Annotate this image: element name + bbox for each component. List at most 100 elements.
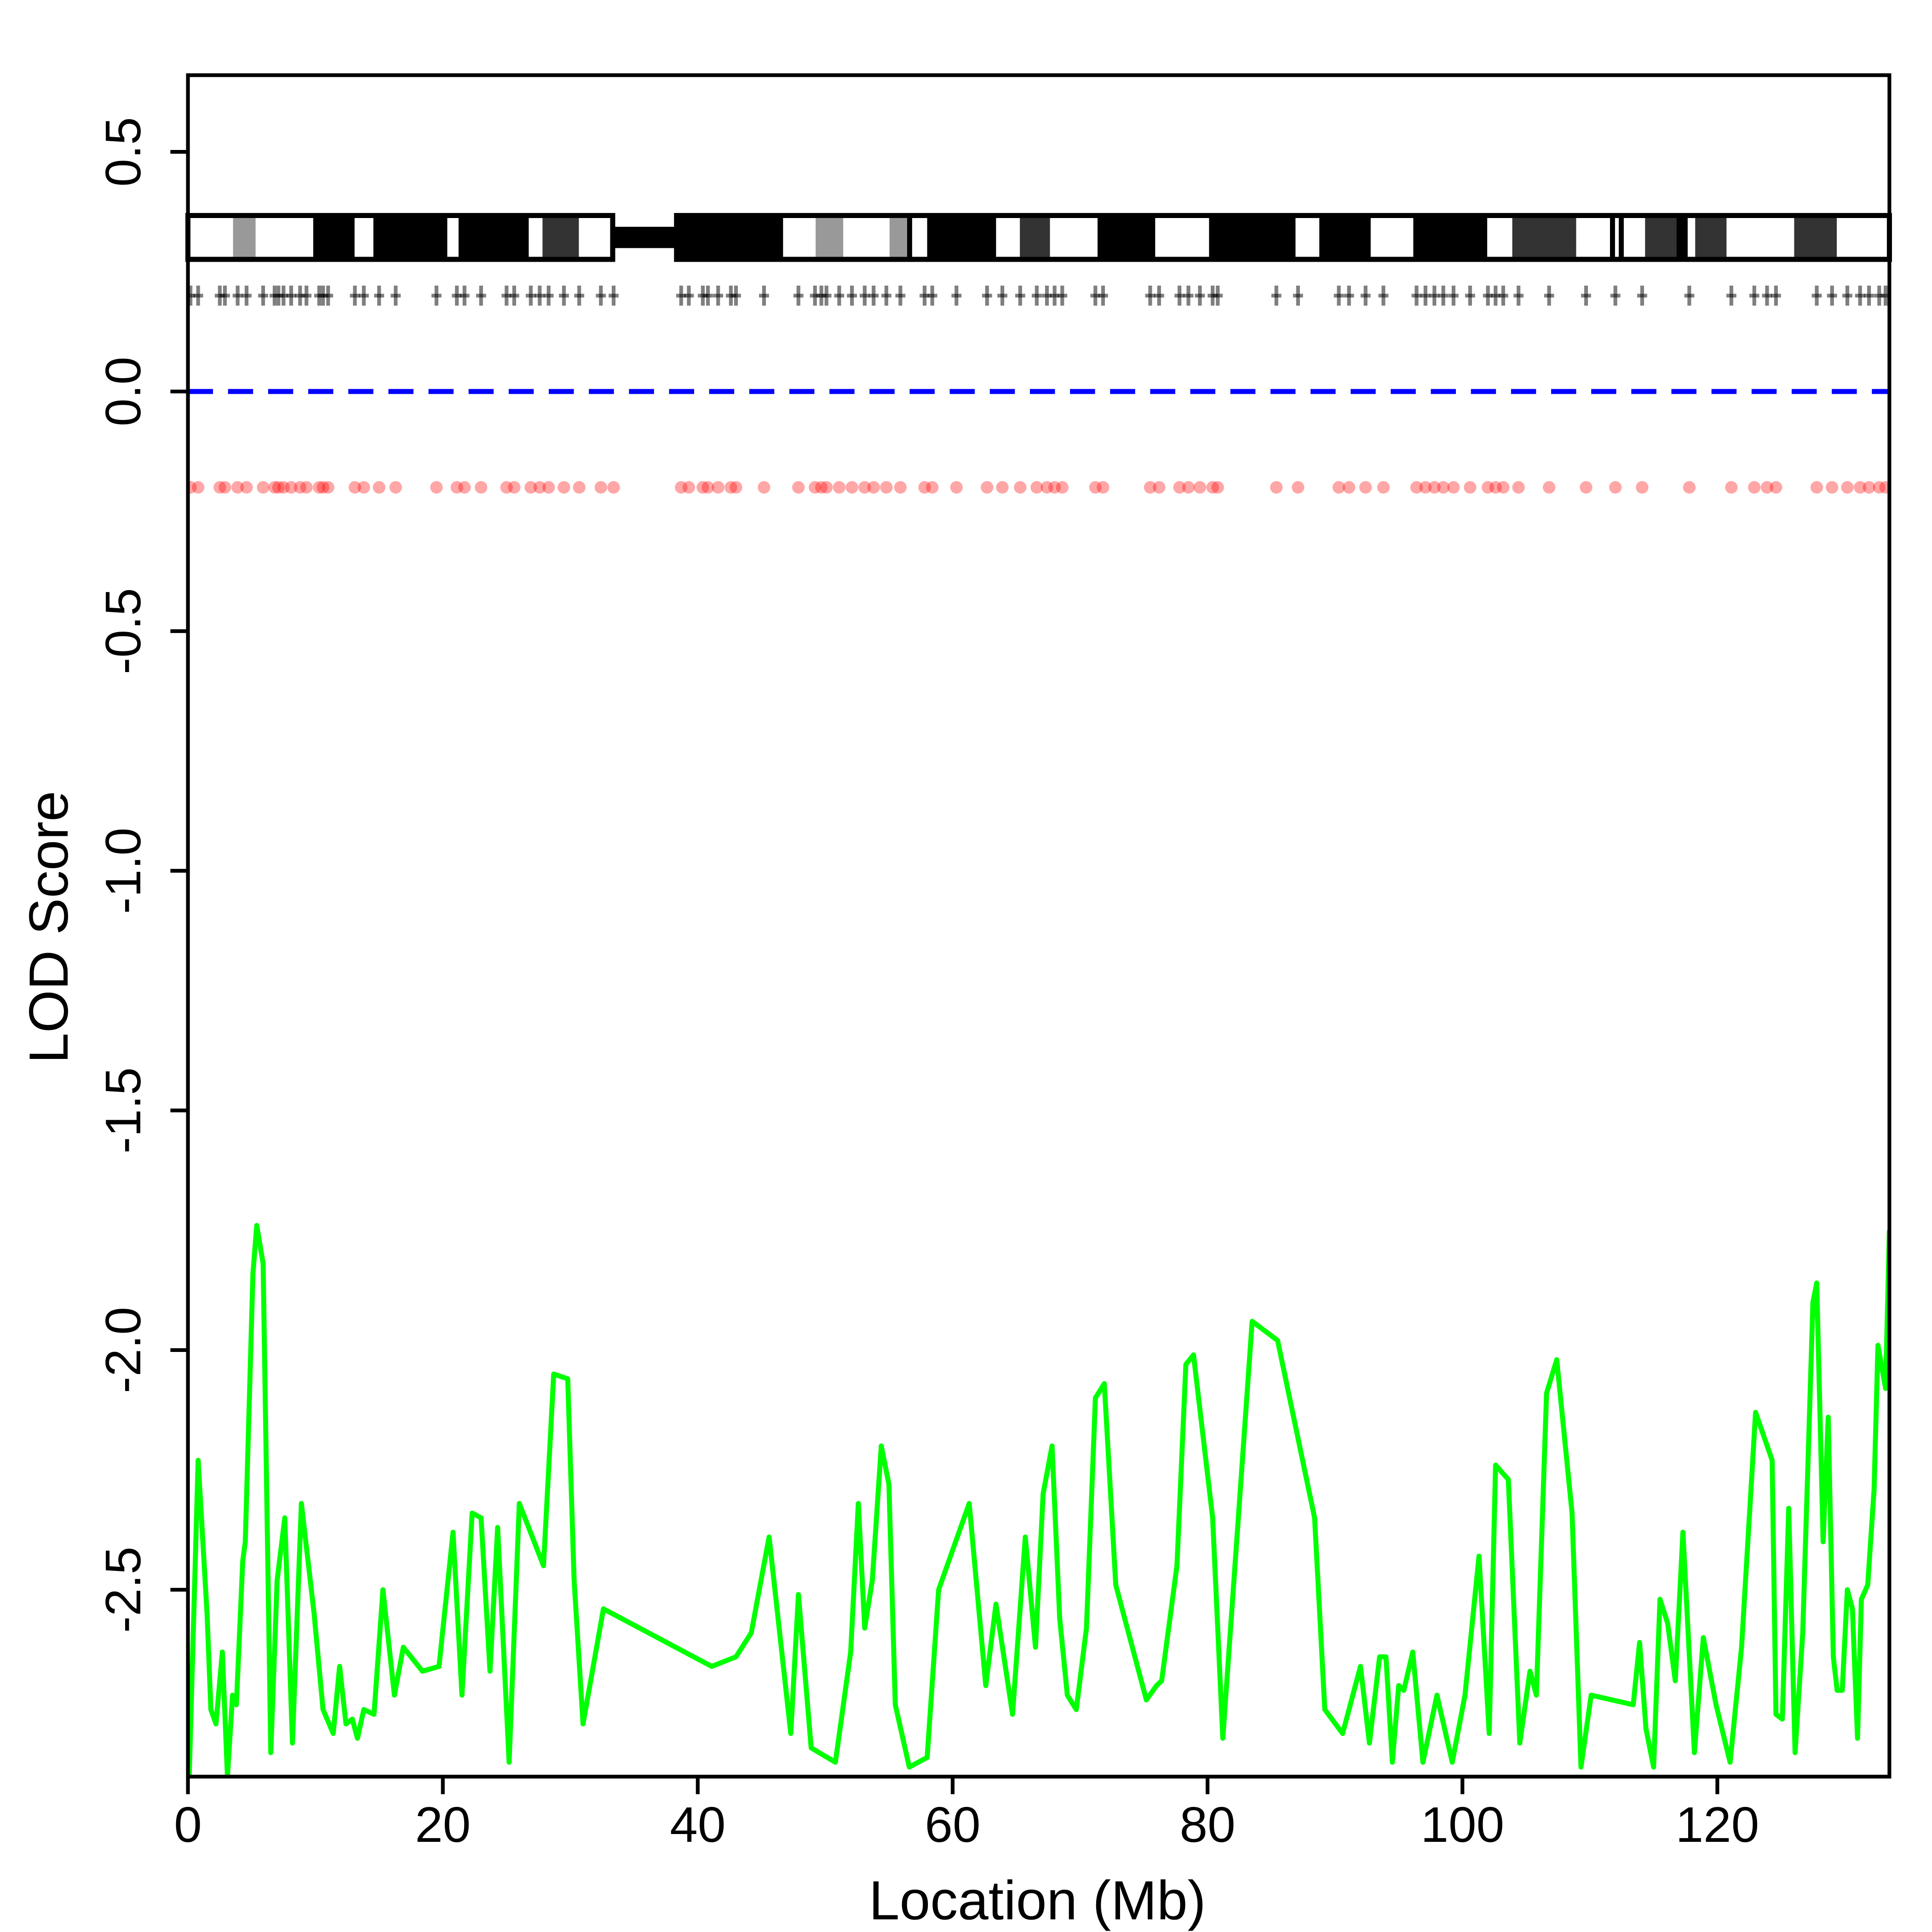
marker-dot: [542, 481, 555, 494]
marker-dot: [1770, 481, 1782, 494]
marker-dot: [231, 481, 244, 494]
marker-dot: [1193, 481, 1207, 494]
band: [1794, 215, 1837, 259]
marker-dot: [1725, 481, 1738, 494]
band: [542, 215, 579, 259]
marker-dot: [213, 481, 226, 494]
y-tick-label: 0.5: [95, 117, 151, 186]
marker-dot: [1206, 481, 1219, 494]
y-tick-label: -2.5: [95, 1547, 151, 1633]
marker-dot: [730, 481, 742, 494]
band: [1645, 215, 1677, 259]
marker-dot: [508, 481, 521, 494]
band: [1020, 215, 1050, 259]
marker-dot: [1041, 481, 1053, 494]
x-axis-label: Location (Mb): [869, 1870, 1206, 1932]
marker-dot: [880, 481, 893, 494]
marker-dot: [1030, 481, 1043, 494]
marker-dot: [257, 481, 270, 494]
marker-dot: [268, 481, 281, 494]
marker-dot: [1211, 481, 1224, 494]
y-tick-label: 0.0: [95, 356, 151, 426]
marker-dot: [1873, 481, 1886, 494]
marker-dot: [712, 481, 724, 494]
marker-dot: [277, 481, 290, 494]
plot-area: [188, 285, 1890, 1777]
marker-dot: [1636, 481, 1649, 494]
marker-dot: [792, 481, 805, 494]
marker-dot: [272, 481, 285, 494]
marker-dot: [1410, 481, 1423, 494]
marker-dot: [475, 481, 488, 494]
marker-dot: [1863, 481, 1875, 494]
x-tick-label: 40: [670, 1797, 725, 1853]
marker-dot: [293, 481, 306, 494]
band: [233, 215, 256, 259]
marker-dot: [1173, 481, 1186, 494]
x-tick-label: 20: [415, 1797, 471, 1853]
y-tick-label: -1.5: [95, 1067, 151, 1154]
marker-dot: [1292, 481, 1305, 494]
marker-dot: [894, 481, 907, 494]
marker-dot: [1683, 481, 1696, 494]
marker-dot: [950, 481, 963, 494]
marker-dot: [285, 481, 298, 494]
band: [1319, 215, 1371, 259]
marker-dot: [1489, 481, 1502, 494]
marker-dot: [1748, 481, 1761, 494]
bands: [233, 215, 1837, 259]
marker-dot: [981, 481, 994, 494]
band: [1097, 215, 1156, 259]
marker-dot: [996, 481, 1009, 494]
band: [1676, 215, 1688, 259]
marker-dot: [594, 481, 607, 494]
marker-dot: [430, 481, 443, 494]
band: [1512, 215, 1576, 259]
marker-dot: [724, 481, 737, 494]
marker-dot: [1419, 481, 1432, 494]
marker-dot: [1810, 481, 1823, 494]
marker-dot: [845, 481, 858, 494]
band: [458, 215, 529, 259]
band: [927, 215, 996, 259]
marker-dot: [815, 481, 828, 494]
marker-dot: [682, 481, 696, 494]
band: [676, 215, 783, 259]
marker-dot: [313, 481, 326, 494]
marker-dot: [1153, 481, 1166, 494]
marker-dot: [1497, 481, 1510, 494]
marker-dot: [1437, 481, 1450, 494]
marker-dot: [1854, 481, 1867, 494]
y-axis-label: LOD Score: [18, 791, 80, 1064]
band: [1619, 215, 1624, 259]
marker-dot: [373, 481, 385, 494]
marker-dot: [188, 481, 197, 494]
marker-dot: [218, 481, 231, 494]
plot-frame: [186, 73, 1892, 1779]
y-tick-label: -2.0: [95, 1307, 151, 1393]
x-tick-label: 80: [1180, 1797, 1236, 1853]
band: [1209, 215, 1296, 259]
marker-dot: [300, 481, 313, 494]
marker-dot: [1332, 481, 1346, 494]
chromosome-ideogram: [185, 213, 1892, 262]
marker-dot: [867, 481, 880, 494]
marker-dot: [1464, 481, 1477, 494]
marker-dot: [322, 481, 334, 494]
marker-dot: [316, 481, 329, 494]
marker-dot: [1841, 481, 1854, 494]
marker-dot: [1056, 481, 1069, 494]
marker-dot: [1543, 481, 1556, 494]
marker-dot: [1447, 481, 1460, 494]
lod-line: [188, 1223, 1890, 1777]
x-tick-label: 100: [1420, 1797, 1504, 1853]
marker-dot: [348, 481, 362, 494]
marker-dot: [696, 481, 709, 494]
band: [373, 215, 448, 259]
marker-dot: [533, 481, 546, 494]
x-tick-label: 60: [925, 1797, 980, 1853]
marker-dot: [1580, 481, 1593, 494]
marker-dot: [1270, 481, 1283, 494]
